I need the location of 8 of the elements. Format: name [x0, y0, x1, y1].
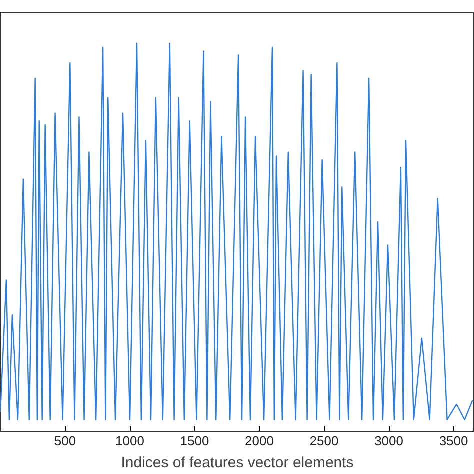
x-tick-label: 2500 — [310, 434, 339, 448]
x-axis-title: Indices of features vector elements — [121, 454, 354, 472]
x-tick-label: 1500 — [180, 434, 210, 448]
x-tick-label: 2000 — [245, 434, 274, 448]
x-tick-label: 500 — [54, 434, 76, 448]
x-tick-label: 1000 — [116, 434, 144, 448]
x-tick-label: 3000 — [374, 434, 404, 448]
x-tick-label: 3500 — [439, 434, 468, 448]
